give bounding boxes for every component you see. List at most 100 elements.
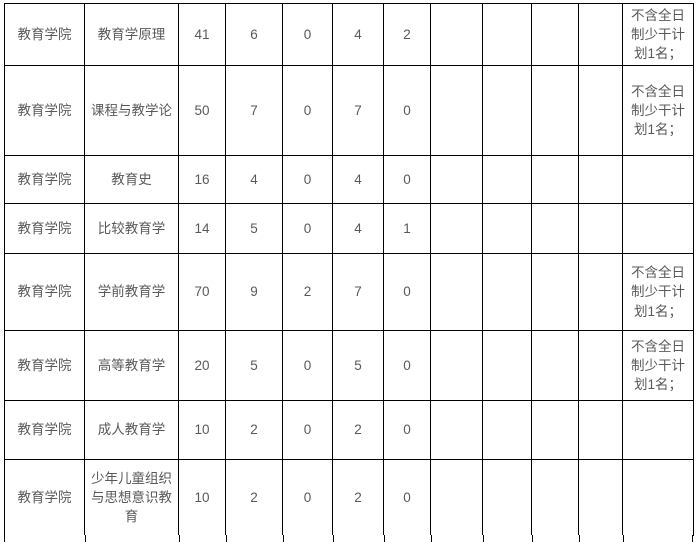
cell-college[interactable]: 教育学院	[4, 155, 85, 204]
cell-e3[interactable]	[531, 253, 579, 331]
cell-n4[interactable]: 4	[332, 155, 384, 204]
table-row[interactable]: 教育学院 比较教育学 14 5 0 4 1	[4, 203, 694, 254]
cell-e1[interactable]	[430, 330, 483, 401]
cell-college[interactable]: 教育学院	[4, 203, 85, 254]
cell-e4[interactable]	[578, 400, 623, 460]
cell-college[interactable]: 教育学院	[4, 65, 85, 156]
cell-e1[interactable]	[430, 400, 483, 460]
cell-e1[interactable]	[430, 253, 483, 331]
cell-n5[interactable]: 0	[383, 459, 431, 536]
cell-n2[interactable]: 7	[225, 65, 283, 156]
cell-n4[interactable]: 4	[332, 203, 384, 254]
cell-college[interactable]: 教育学院	[4, 3, 85, 66]
cell-college[interactable]: 教育学院	[4, 400, 85, 460]
cell-n4[interactable]: 2	[332, 459, 384, 536]
cell-n3[interactable]: 0	[282, 3, 333, 66]
cell-e2[interactable]	[482, 65, 532, 156]
cell-e4[interactable]	[578, 155, 623, 204]
cell-major[interactable]: 高等教育学	[84, 330, 179, 401]
cell-n5[interactable]: 0	[383, 400, 431, 460]
cell-n4[interactable]: 7	[332, 253, 384, 331]
cell-n3[interactable]: 0	[282, 65, 333, 156]
table-row[interactable]: 教育学院 成人教育学 10 2 0 2 0	[4, 400, 694, 460]
cell-note[interactable]	[622, 459, 694, 536]
cell-major[interactable]: 比较教育学	[84, 203, 179, 254]
cell-n1[interactable]: 20	[178, 330, 226, 401]
cell-n4[interactable]: 4	[332, 3, 384, 66]
cell-n1[interactable]: 14	[178, 203, 226, 254]
cell-e3[interactable]	[531, 330, 579, 401]
cell-n1[interactable]: 70	[178, 253, 226, 331]
table-row[interactable]: 教育学院 学前教育学 70 9 2 7 0 不含全日制少干计划1名；	[4, 253, 694, 331]
cell-n2[interactable]: 9	[225, 253, 283, 331]
cell-major[interactable]: 少年儿童组织与思想意识教育	[84, 459, 179, 536]
cell-major[interactable]: 教育史	[84, 155, 179, 204]
cell-note[interactable]: 不含全日制少干计划1名；	[622, 330, 694, 401]
cell-n3[interactable]: 0	[282, 330, 333, 401]
cell-n3[interactable]: 0	[282, 400, 333, 460]
cell-n1[interactable]: 16	[178, 155, 226, 204]
table-row[interactable]: 教育学院 课程与教学论 50 7 0 7 0 不含全日制少干计划1名；	[4, 65, 694, 156]
cell-e1[interactable]	[430, 3, 483, 66]
cell-e1[interactable]	[430, 203, 483, 254]
cell-e2[interactable]	[482, 400, 532, 460]
cell-major[interactable]: 成人教育学	[84, 400, 179, 460]
cell-n1[interactable]: 10	[178, 459, 226, 536]
cell-e1[interactable]	[430, 65, 483, 156]
cell-n2[interactable]: 5	[225, 203, 283, 254]
cell-n4[interactable]: 5	[332, 330, 384, 401]
cell-e2[interactable]	[482, 253, 532, 331]
cell-e4[interactable]	[578, 459, 623, 536]
cell-note[interactable]	[622, 155, 694, 204]
cell-n3[interactable]: 0	[282, 459, 333, 536]
cell-n2[interactable]: 2	[225, 459, 283, 536]
cell-n5[interactable]: 2	[383, 3, 431, 66]
cell-note[interactable]	[622, 203, 694, 254]
table-row[interactable]: 教育学院 教育史 16 4 0 4 0	[4, 155, 694, 204]
cell-n4[interactable]: 2	[332, 400, 384, 460]
cell-n5[interactable]: 0	[383, 253, 431, 331]
cell-e4[interactable]	[578, 3, 623, 66]
cell-e3[interactable]	[531, 155, 579, 204]
cell-e2[interactable]	[482, 155, 532, 204]
cell-e2[interactable]	[482, 459, 532, 536]
cell-n4[interactable]: 7	[332, 65, 384, 156]
cell-n1[interactable]: 41	[178, 3, 226, 66]
table-row[interactable]: 教育学院 少年儿童组织与思想意识教育 10 2 0 2 0	[4, 459, 694, 536]
cell-e3[interactable]	[531, 400, 579, 460]
cell-e1[interactable]	[430, 459, 483, 536]
cell-college[interactable]: 教育学院	[4, 253, 85, 331]
cell-n2[interactable]: 6	[225, 3, 283, 66]
cell-e4[interactable]	[578, 203, 623, 254]
cell-n1[interactable]: 50	[178, 65, 226, 156]
cell-e2[interactable]	[482, 330, 532, 401]
cell-college[interactable]: 教育学院	[4, 459, 85, 536]
cell-e3[interactable]	[531, 203, 579, 254]
cell-major[interactable]: 教育学原理	[84, 3, 179, 66]
cell-note[interactable]: 不含全日制少干计划1名；	[622, 65, 694, 156]
cell-n5[interactable]: 0	[383, 330, 431, 401]
cell-e3[interactable]	[531, 65, 579, 156]
cell-n5[interactable]: 0	[383, 65, 431, 156]
cell-note[interactable]: 不含全日制少干计划1名；	[622, 253, 694, 331]
cell-e2[interactable]	[482, 203, 532, 254]
cell-n3[interactable]: 2	[282, 253, 333, 331]
cell-note[interactable]: 不含全日制少干计划1名；	[622, 3, 694, 66]
cell-n1[interactable]: 10	[178, 400, 226, 460]
table-row[interactable]: 教育学院 教育学原理 41 6 0 4 2 不含全日制少干计划1名；	[4, 3, 694, 66]
cell-e1[interactable]	[430, 155, 483, 204]
cell-e4[interactable]	[578, 253, 623, 331]
cell-e4[interactable]	[578, 65, 623, 156]
cell-n2[interactable]: 5	[225, 330, 283, 401]
cell-n2[interactable]: 2	[225, 400, 283, 460]
cell-major[interactable]: 课程与教学论	[84, 65, 179, 156]
cell-college[interactable]: 教育学院	[4, 330, 85, 401]
table-row[interactable]: 教育学院 高等教育学 20 5 0 5 0 不含全日制少干计划1名；	[4, 330, 694, 401]
cell-major[interactable]: 学前教育学	[84, 253, 179, 331]
cell-e4[interactable]	[578, 330, 623, 401]
cell-e3[interactable]	[531, 459, 579, 536]
cell-n5[interactable]: 1	[383, 203, 431, 254]
cell-e2[interactable]	[482, 3, 532, 66]
cell-e3[interactable]	[531, 3, 579, 66]
cell-note[interactable]	[622, 400, 694, 460]
